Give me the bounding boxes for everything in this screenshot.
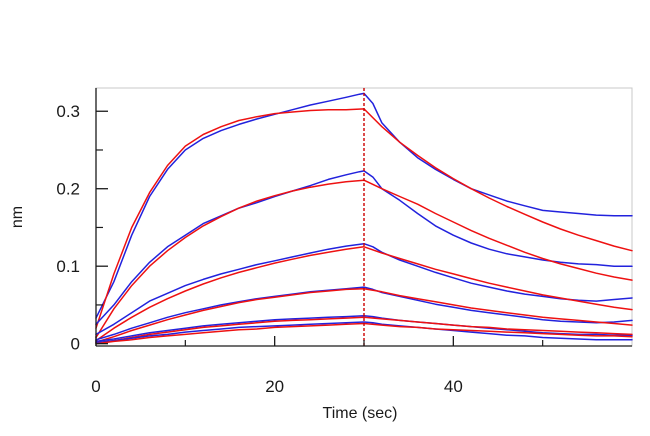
y-tick-label: 0.2 <box>56 180 80 199</box>
measured-curve <box>95 286 633 341</box>
series-layer <box>95 92 633 345</box>
x-axis-title: Time (sec) <box>323 405 398 422</box>
x-tick-label: 0 <box>91 377 100 396</box>
y-tick-label: 0 <box>71 335 80 354</box>
fit-curve <box>95 246 633 342</box>
y-tick-label: 0.1 <box>56 257 80 276</box>
plot-frame <box>95 87 633 347</box>
measured-curve <box>95 242 633 336</box>
measured-curve <box>95 321 633 344</box>
plot-area: 0 0.1 0.2 0.3 0 20 40 <box>56 87 633 396</box>
y-axis-title: nm <box>9 206 26 228</box>
y-tick-label: 0.3 <box>56 102 80 121</box>
x-tick-label: 40 <box>444 377 463 396</box>
x-tick-label: 20 <box>265 377 284 396</box>
tick-layer: 0 0.1 0.2 0.3 0 20 40 <box>56 102 544 396</box>
measured-curve <box>95 315 633 343</box>
fit-curve <box>95 316 633 344</box>
